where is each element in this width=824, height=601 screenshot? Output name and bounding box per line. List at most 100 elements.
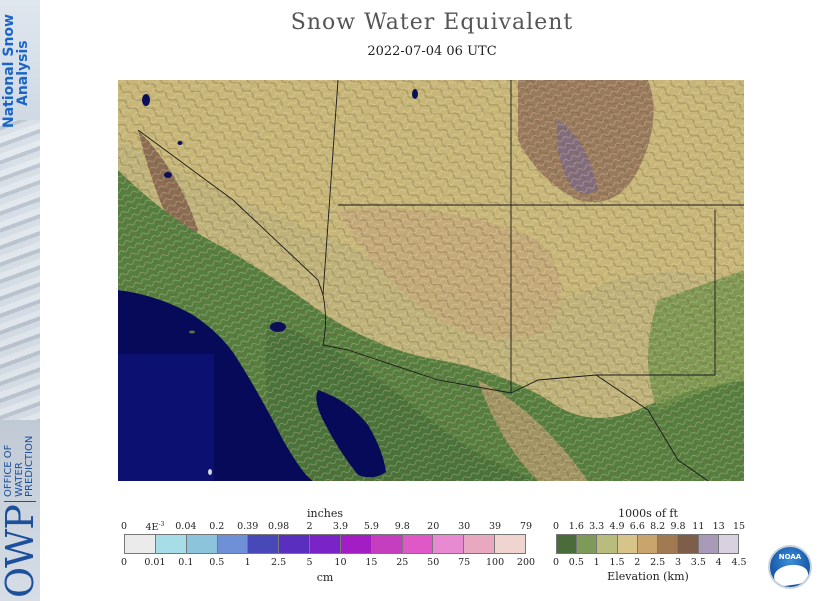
- swe-top-tick: 2: [306, 521, 313, 532]
- swe-map: [118, 80, 744, 481]
- swe-bottom-tick: 200: [516, 557, 536, 568]
- swe-top-tick: 5.9: [363, 521, 379, 532]
- elevation-bottom-tick: 2: [634, 557, 641, 568]
- swe-swatch: [495, 535, 525, 553]
- owp-sub-line3: PREDICTION: [24, 435, 35, 497]
- swe-top-tick: 4E-3: [145, 521, 165, 534]
- swe-bottom-tick: 5: [306, 557, 313, 568]
- elevation-bottom-tick: 4.5: [731, 557, 747, 568]
- elevation-swatch: [557, 535, 578, 553]
- swe-top-tick: 0: [120, 521, 128, 532]
- border-colorado-river: [322, 294, 326, 346]
- elevation-swatch: [637, 535, 659, 553]
- elevation-top-tick: 11: [692, 521, 705, 532]
- swe-bottom-tick: 100: [485, 557, 505, 568]
- swe-legend-unit-bottom: cm: [316, 571, 334, 584]
- swe-swatch: [433, 535, 465, 553]
- timestamp: 2022-07-04 06 UTC: [367, 44, 497, 59]
- elevation-top-tick: 9.8: [670, 521, 686, 532]
- owp-sub-line1: OFFICE OF: [3, 444, 14, 497]
- swe-bottom-tick: 0.5: [209, 557, 225, 568]
- swe-swatch: [155, 535, 187, 553]
- swe-top-tick: 79: [519, 521, 533, 532]
- border-us-mex: [322, 344, 709, 481]
- swe-swatch: [371, 535, 403, 553]
- elevation-swatch: [678, 535, 699, 553]
- swe-bottom-tick: 0: [120, 557, 128, 568]
- border-ca-nv: [137, 129, 324, 296]
- island-1: [189, 330, 195, 334]
- swe-swatch: [186, 535, 218, 553]
- mono-lake: [164, 172, 172, 178]
- border-nv-az: [322, 80, 339, 296]
- swe-bottom-tick: 0.1: [178, 557, 194, 568]
- noaa-logo-text: NOAA: [778, 553, 802, 561]
- lake-tahoe: [142, 94, 150, 106]
- swe-legend-unit-top: inches: [306, 507, 343, 520]
- elevation-bottom-tick: 3.5: [690, 557, 706, 568]
- swe-swatch: [279, 535, 311, 553]
- swe-top-tick: 0.98: [268, 521, 290, 532]
- national-snow-analysis-logo: National Snow Analysis: [1, 0, 36, 128]
- swe-bottom-tick: 15: [365, 557, 378, 568]
- elevation-top-tick: 15: [732, 521, 746, 532]
- elevation-legend-unit-bottom: Elevation (km): [607, 570, 689, 583]
- swe-bottom-tick: 1: [244, 557, 251, 568]
- owp-logo: OWP OFFICE OF WATER PREDICTION: [0, 408, 40, 598]
- elevation-top-tick: 8.2: [650, 521, 666, 532]
- elevation-swatch: [698, 535, 719, 553]
- elevation-swatch: [577, 535, 598, 553]
- swe-top-tick: 0.04: [175, 521, 197, 532]
- elevation-bottom-tick: 1.5: [609, 557, 625, 568]
- elevation-bottom-tick: 3: [674, 557, 682, 568]
- owp-subtitle: OFFICE OF WATER PREDICTION: [3, 435, 36, 502]
- elevation-top-tick: 3.3: [589, 521, 605, 532]
- elevation-legend-unit-top: 1000s of ft: [618, 507, 678, 520]
- swe-bottom-tick: 25: [396, 557, 409, 568]
- elevation-bottom-tick: 2.5: [650, 557, 666, 568]
- swe-swatch: [402, 535, 434, 553]
- swe-top-tick: 30: [458, 521, 471, 532]
- noaa-logo: NOAA: [768, 545, 812, 589]
- swe-swatch: [217, 535, 249, 553]
- swe-swatch: [464, 535, 496, 553]
- elevation-bottom-tick: 0: [552, 557, 560, 568]
- salton-sea: [270, 322, 286, 332]
- ocean-tile: [118, 354, 214, 481]
- swe-top-tick: 3.9: [332, 521, 349, 532]
- page-title: Snow Water Equivalent: [290, 10, 574, 35]
- elevation-legend-bar: [556, 534, 739, 554]
- swe-bottom-tick: 0.01: [144, 557, 166, 568]
- owp-letters: OWP: [0, 505, 40, 598]
- branding-strip: National Snow Analysis OWP OFFICE OF WAT…: [0, 0, 40, 601]
- swe-top-tick: 0.39: [237, 521, 259, 532]
- swe-swatch: [310, 535, 341, 553]
- elevation-bottom-tick: 1: [593, 557, 600, 568]
- lake-east: [177, 141, 183, 145]
- swe-swatch: [248, 535, 280, 553]
- boundaries: [137, 80, 744, 481]
- swe-top-tick: 39: [489, 521, 502, 532]
- great-salt-lake: [412, 89, 418, 99]
- gulf-of-california: [316, 390, 386, 478]
- elevation-top-tick: 13: [712, 521, 725, 532]
- elevation-swatch: [617, 535, 638, 553]
- swe-bottom-tick: 2.5: [271, 557, 287, 568]
- swe-swatch: [125, 535, 156, 553]
- elevation-swatch: [658, 535, 679, 553]
- swe-top-tick: 20: [427, 521, 440, 532]
- nsa-line2: Analysis: [15, 40, 31, 106]
- elevation-top-tick: 4.9: [609, 521, 625, 532]
- elevation-top-tick: 0: [552, 521, 560, 532]
- swe-bottom-tick: 10: [334, 557, 347, 568]
- swe-legend-bar: [124, 534, 526, 554]
- swe-swatch: [340, 535, 372, 553]
- island-2: [208, 469, 212, 475]
- elevation-top-tick: 1.6: [568, 521, 584, 532]
- elevation-top-tick: 6.6: [629, 521, 645, 532]
- noaa-bird-icon: [772, 562, 810, 587]
- border-nm-tx: [596, 210, 716, 376]
- swe-top-tick: 0.2: [209, 521, 225, 532]
- elevation-bottom-tick: 0.5: [568, 557, 584, 568]
- swe-top-tick: 9.8: [394, 521, 410, 532]
